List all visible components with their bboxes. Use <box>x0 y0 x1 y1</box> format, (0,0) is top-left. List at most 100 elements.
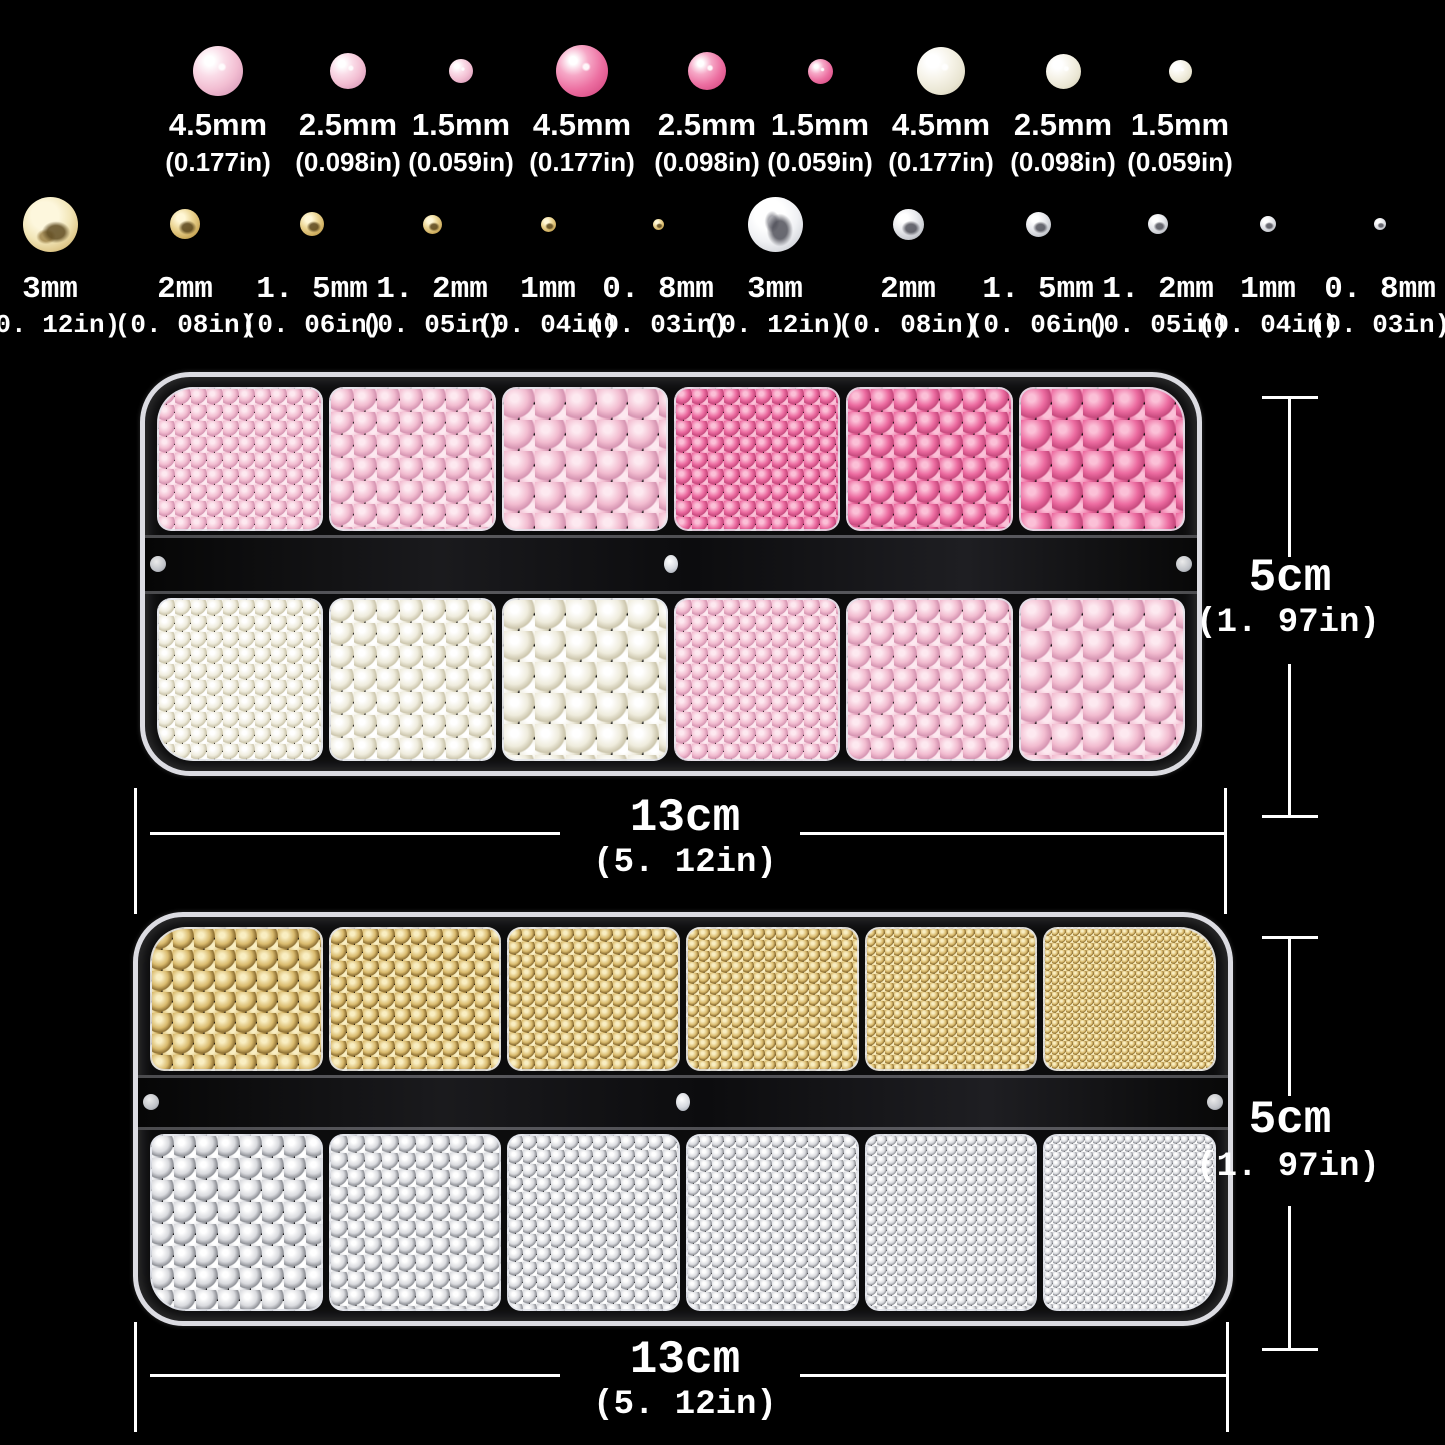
dim-cap <box>1224 788 1227 914</box>
bead-size-item: 1mm (0. 04in) <box>1198 190 1338 342</box>
bead-size-item: 2mm (0. 08in) <box>838 190 978 342</box>
inch-label: (0.177in) <box>529 147 635 177</box>
size-label: 3mm <box>22 272 78 307</box>
bead-icon-wrap <box>422 190 442 258</box>
bead-silver-icon <box>1260 216 1276 232</box>
inch-label: (0. 05in) <box>1087 310 1229 340</box>
inch-label: (0. 08in) <box>837 310 979 340</box>
pearl-icon-wrap <box>807 36 833 106</box>
pearl-icon-wrap <box>330 36 366 106</box>
hinge-dot-right <box>1176 556 1192 573</box>
dim-cap <box>1262 396 1318 399</box>
bead-case-top-row <box>150 927 1217 1071</box>
pearl-icon-wrap <box>1045 36 1081 106</box>
bead-icon-wrap <box>892 190 924 258</box>
compartment-silver-2mm <box>328 1133 502 1311</box>
pearl-white-icon <box>917 47 965 95</box>
dim-line <box>1288 939 1291 1096</box>
size-label: 4.5mm <box>532 107 632 142</box>
compartment-light-pink-large <box>501 387 668 531</box>
hinge-dot-left <box>143 1094 159 1111</box>
dim-cap <box>1262 815 1318 818</box>
center-dot <box>676 1093 690 1112</box>
bead-icon-wrap <box>1025 190 1051 258</box>
hinge-dot-left <box>150 556 166 573</box>
pearl-size-item: 1.5mm (0.059in) <box>755 36 885 180</box>
pearl-white-icon <box>1045 53 1081 89</box>
dim-line <box>150 1374 560 1377</box>
pearl-light-pink-icon <box>193 46 243 96</box>
bead-size-item: 2mm (0. 08in) <box>115 190 255 342</box>
dim-line <box>800 1374 1226 1377</box>
inch-label: (0. 03in) <box>1309 310 1445 340</box>
inch-label: (0. 06in) <box>967 310 1109 340</box>
pearl-icon-wrap <box>1168 36 1192 106</box>
inch-label: (0. 04in) <box>1197 310 1339 340</box>
width-dimension-inches: (5. 12in) <box>593 1386 777 1424</box>
size-label: 2.5mm <box>1013 107 1113 142</box>
dim-cap <box>1226 1322 1229 1432</box>
inch-label: (0.059in) <box>408 147 514 177</box>
inch-label: (0. 08in) <box>114 310 256 340</box>
size-label: 1. 5mm <box>982 272 1094 307</box>
bead-icon-wrap <box>300 190 324 258</box>
pearl-case-bottom-row <box>157 597 1185 761</box>
compartment-gold-0-8mm <box>1043 927 1217 1071</box>
inch-label: (0.177in) <box>165 147 271 177</box>
width-dimension-label: 13cm <box>629 792 741 844</box>
compartment-gold-1-2mm <box>686 927 859 1071</box>
size-label: 3mm <box>747 272 803 307</box>
compartment-white-large <box>501 597 668 761</box>
inch-label: (0. 04in) <box>477 310 619 340</box>
inch-label: (0. 06in) <box>241 310 383 340</box>
pearl-size-item: 2.5mm (0.098in) <box>998 36 1128 180</box>
bead-size-item: 3mm (0. 12in) <box>705 190 845 342</box>
bead-icon-wrap <box>170 190 200 258</box>
bead-size-item: 1. 2mm (0. 05in) <box>362 190 502 342</box>
case-divider <box>145 534 1197 594</box>
compartment-silver-1-2mm <box>686 1133 859 1311</box>
bead-silver-icon <box>1148 214 1168 234</box>
compartment-silver-1mm <box>864 1133 1038 1311</box>
compartment-hot-pink-medium <box>846 387 1013 531</box>
bead-case <box>133 912 1233 1326</box>
compartment-light-pink-medium <box>846 597 1013 761</box>
center-dot <box>664 555 678 574</box>
height-dimension-inches: (1. 97in) <box>1196 1148 1380 1186</box>
compartment-white-medium <box>329 597 496 761</box>
pearl-size-item: 1.5mm (0.059in) <box>1115 36 1245 180</box>
dim-line <box>1288 664 1291 816</box>
case-divider <box>138 1074 1228 1130</box>
pearl-size-item: 4.5mm (0.177in) <box>517 36 647 180</box>
pearl-size-item: 1.5mm (0.059in) <box>396 36 526 180</box>
pearl-size-item: 4.5mm (0.177in) <box>876 36 1006 180</box>
compartment-silver-0-8mm <box>1043 1133 1217 1311</box>
width-dimension-label: 13cm <box>629 1334 741 1386</box>
size-label: 2mm <box>157 272 213 307</box>
pearl-size-item: 4.5mm (0.177in) <box>153 36 283 180</box>
bead-gold-icon <box>652 218 664 230</box>
inch-label: (0.059in) <box>767 147 873 177</box>
compartment-light-pink-small <box>157 387 324 531</box>
bead-silver-icon <box>892 208 924 240</box>
bead-icon-wrap <box>1148 190 1168 258</box>
inch-label: (0. 12in) <box>0 310 121 340</box>
size-label: 1.5mm <box>411 107 511 142</box>
size-label: 4.5mm <box>891 107 991 142</box>
size-label: 2.5mm <box>298 107 398 142</box>
pearl-hot-pink-icon <box>556 45 608 97</box>
pearl-icon-wrap <box>917 36 965 106</box>
pearl-light-pink-icon <box>449 59 473 83</box>
pearl-size-item: 2.5mm (0.098in) <box>283 36 413 180</box>
bead-silver-icon <box>1374 218 1386 230</box>
bead-size-item: 1. 2mm (0. 05in) <box>1088 190 1228 342</box>
pearl-icon-wrap <box>449 36 473 106</box>
bead-silver-icon <box>747 196 803 252</box>
size-label: 2mm <box>880 272 936 307</box>
inch-label: (0.098in) <box>654 147 760 177</box>
bead-gold-icon <box>170 209 200 239</box>
dim-cap <box>1262 1348 1318 1351</box>
bead-gold-icon <box>300 212 324 236</box>
bead-icon-wrap <box>22 190 78 258</box>
